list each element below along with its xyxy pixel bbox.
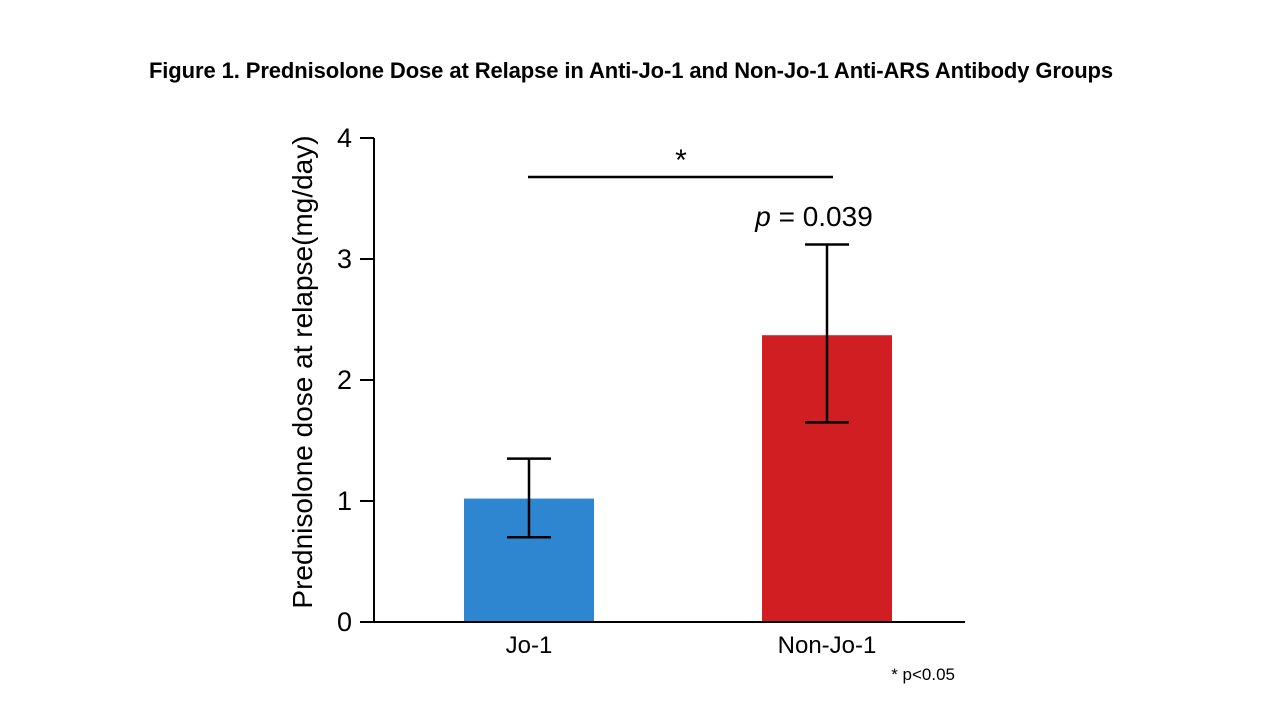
x-axis-categories: Jo-1 Non-Jo-1 <box>506 632 877 659</box>
axes <box>373 138 965 623</box>
p-value-number: = 0.039 <box>771 201 873 232</box>
y-tick-label-4: 4 <box>337 123 352 153</box>
p-value-italic-p: p <box>754 201 771 232</box>
significance-annotation: * p = 0.039 <box>528 144 873 232</box>
footnote: * p<0.05 <box>891 665 955 684</box>
y-axis-label-group: Prednisolone dose at relapse(mg/day) <box>287 135 318 608</box>
x-category-label-non-jo-1: Non-Jo-1 <box>778 632 877 659</box>
footnote-group: * p<0.05 <box>891 665 955 684</box>
x-category-label-jo-1: Jo-1 <box>506 632 553 659</box>
p-value-label: p = 0.039 <box>754 201 873 232</box>
y-tick-label-0: 0 <box>337 607 352 637</box>
y-tick-label-1: 1 <box>337 486 352 516</box>
error-bars <box>507 243 849 539</box>
bars <box>464 335 892 622</box>
significance-star: * <box>675 144 687 177</box>
y-tick-label-2: 2 <box>337 365 352 395</box>
y-axis-label: Prednisolone dose at relapse(mg/day) <box>287 135 318 608</box>
y-tick-label-3: 3 <box>337 244 352 274</box>
y-axis-ticks: 0 1 2 3 4 <box>337 123 374 637</box>
figure-title: Figure 1. Prednisolone Dose at Relapse i… <box>148 58 1114 83</box>
